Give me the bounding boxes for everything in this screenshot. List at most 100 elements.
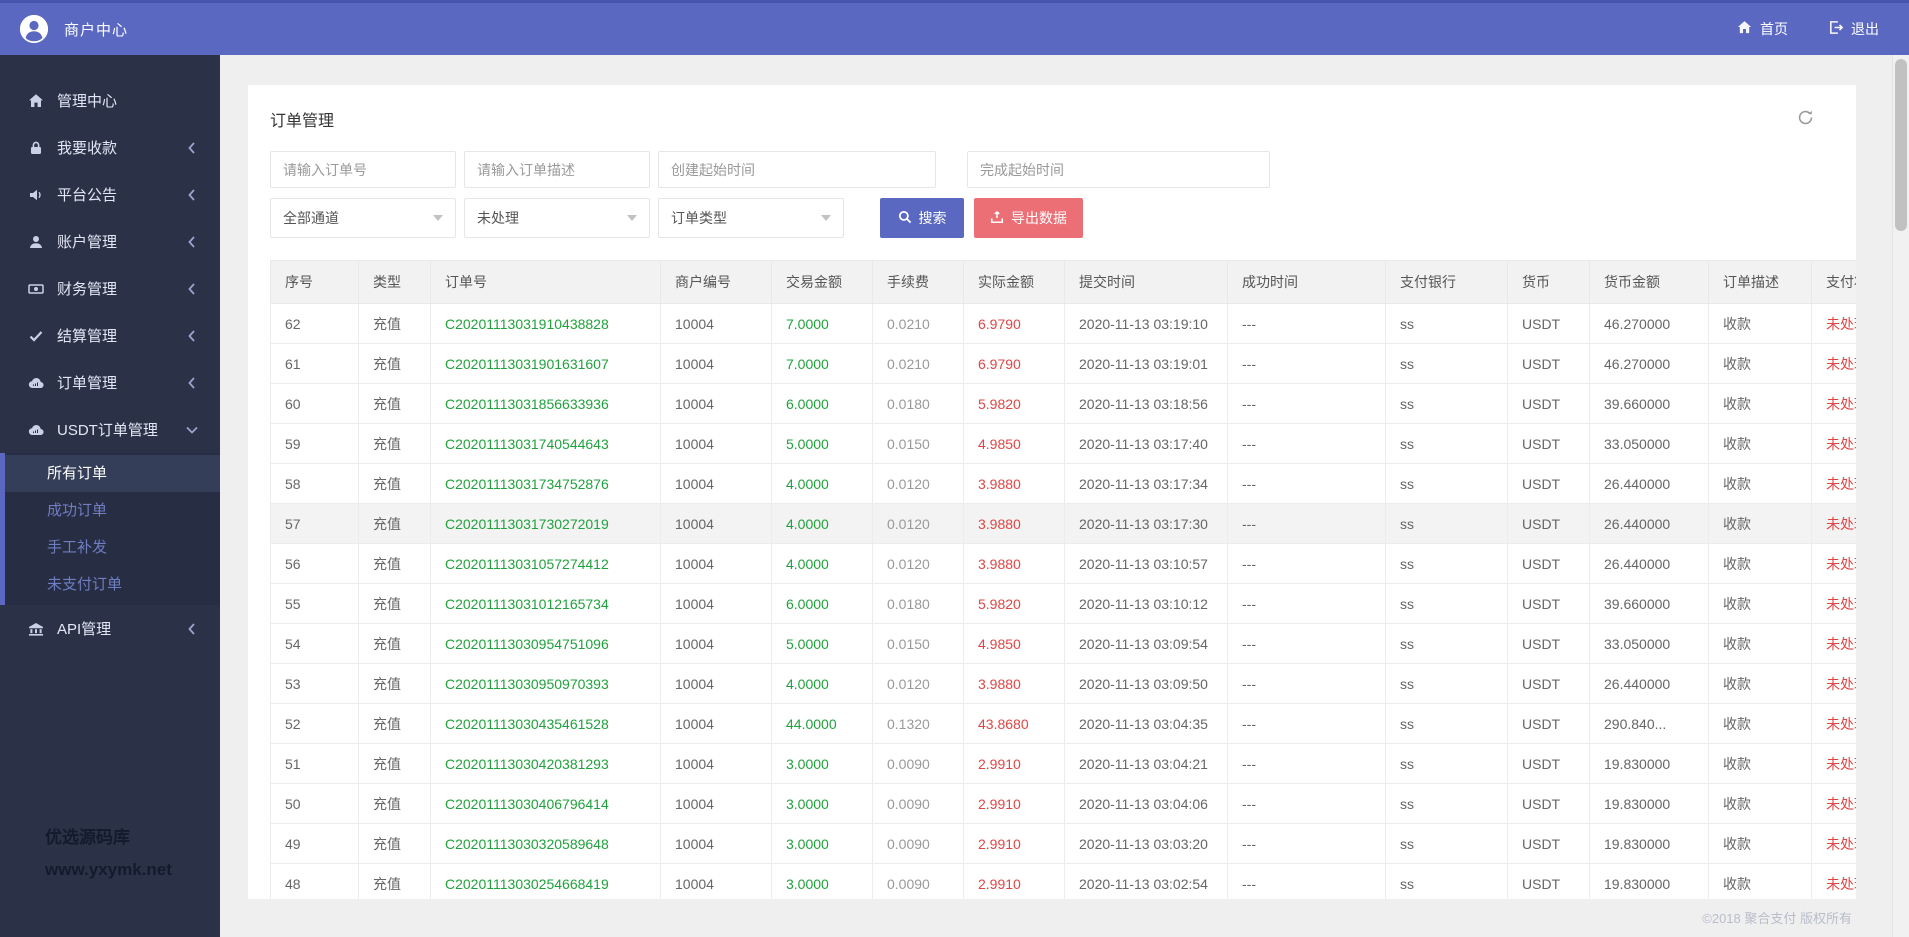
cell-currency-amount: 46.270000 bbox=[1589, 303, 1709, 344]
orders-table: 序号 类型 订单号 商户编号 交易金额 手续费 实际金额 提交时间 成功时间 支付银行 货币 货币金额… bbox=[270, 260, 1856, 899]
sidebar-item-order-mgmt[interactable]: 订单管理 bbox=[0, 359, 220, 406]
cell-order-no[interactable]: C20201113031856633936 bbox=[430, 383, 661, 424]
cell-success-time: --- bbox=[1227, 543, 1386, 584]
cell-fee: 0.0180 bbox=[872, 583, 964, 624]
cell-index: 55 bbox=[270, 583, 359, 624]
cell-order-no[interactable]: C20201113031910438828 bbox=[430, 303, 661, 344]
cell-currency: USDT bbox=[1507, 583, 1590, 624]
cell-currency: USDT bbox=[1507, 783, 1590, 824]
table-row[interactable]: 60 充值 C20201113031856633936 10004 6.0000 0.01… bbox=[270, 383, 1856, 424]
cell-merchant-no: 10004 bbox=[660, 463, 772, 504]
cell-order-no[interactable]: C20201113031730272019 bbox=[430, 503, 661, 544]
cell-order-desc: 收款 bbox=[1708, 703, 1812, 744]
cell-order-no[interactable]: C20201113030406796414 bbox=[430, 783, 661, 824]
sidebar-item-account-mgmt[interactable]: 账户管理 bbox=[0, 218, 220, 265]
cell-index: 62 bbox=[270, 303, 359, 344]
table-row[interactable]: 61 充值 C20201113031901631607 10004 7.0000 0.02… bbox=[270, 343, 1856, 384]
finish-start-time-input[interactable] bbox=[967, 151, 1270, 188]
table-row[interactable]: 62 充值 C20201113031910438828 10004 7.0000 0.02… bbox=[270, 303, 1856, 344]
cell-fee: 0.0150 bbox=[872, 423, 964, 464]
cell-pay-bank: ss bbox=[1385, 383, 1508, 424]
table-row[interactable]: 55 充值 C20201113031012165734 10004 6.0000 0.01… bbox=[270, 583, 1856, 624]
cell-merchant-no: 10004 bbox=[660, 383, 772, 424]
sidebar-subitem-all-orders[interactable]: 所有订单 bbox=[0, 455, 220, 492]
order-type-select-value: 订单类型 bbox=[671, 210, 727, 226]
cell-order-no[interactable]: C20201113030320589648 bbox=[430, 823, 661, 864]
order-no-input[interactable] bbox=[270, 151, 456, 188]
channel-select[interactable]: 全部通道 bbox=[270, 198, 456, 238]
cell-order-no[interactable]: C20201113031740544643 bbox=[430, 423, 661, 464]
sidebar-item-settlement-mgmt[interactable]: 结算管理 bbox=[0, 312, 220, 359]
logout-link[interactable]: 退出 bbox=[1828, 19, 1879, 39]
watermark-line2: www.yxymk.net bbox=[45, 859, 172, 879]
cell-order-no[interactable]: C20201113031012165734 bbox=[430, 583, 661, 624]
watermark-line1: 优选源码库 bbox=[45, 828, 130, 848]
page-scrollbar[interactable] bbox=[1892, 55, 1909, 937]
column-header-success-time: 成功时间 bbox=[1227, 260, 1386, 304]
orders-table-wrap: 序号 类型 订单号 商户编号 交易金额 手续费 实际金额 提交时间 成功时间 支付银行 货币 货币金额… bbox=[270, 260, 1856, 899]
cell-order-no[interactable]: C20201113030254668419 bbox=[430, 863, 661, 899]
cell-success-time: --- bbox=[1227, 463, 1386, 504]
chevron-down-icon bbox=[627, 215, 637, 221]
sidebar-item-receive-payment[interactable]: 我要收款 bbox=[0, 124, 220, 171]
cell-order-no[interactable]: C20201113030954751096 bbox=[430, 623, 661, 664]
cell-order-no[interactable]: C20201113031057274412 bbox=[430, 543, 661, 584]
cell-currency: USDT bbox=[1507, 463, 1590, 504]
table-row[interactable]: 49 充值 C20201113030320589648 10004 3.0000 0.00… bbox=[270, 823, 1856, 864]
bank-icon bbox=[28, 621, 44, 637]
cell-order-no[interactable]: C20201113030420381293 bbox=[430, 743, 661, 784]
table-row[interactable]: 50 充值 C20201113030406796414 10004 3.0000 0.00… bbox=[270, 783, 1856, 824]
table-row[interactable]: 48 充值 C20201113030254668419 10004 3.0000 0.00… bbox=[270, 863, 1856, 899]
sidebar-item-label: USDT订单管理 bbox=[57, 422, 158, 439]
sidebar-item-platform-notice[interactable]: 平台公告 bbox=[0, 171, 220, 218]
cell-currency: USDT bbox=[1507, 303, 1590, 344]
scrollbar-thumb[interactable] bbox=[1895, 59, 1907, 231]
sidebar-subitem-unpaid-orders[interactable]: 未支付订单 bbox=[47, 576, 123, 593]
search-button-label: 搜索 bbox=[918, 210, 947, 226]
table-row[interactable]: 59 充值 C20201113031740544643 10004 5.0000 0.01… bbox=[270, 423, 1856, 464]
cell-merchant-no: 10004 bbox=[660, 703, 772, 744]
cell-trade-amount: 3.0000 bbox=[771, 743, 873, 784]
table-row[interactable]: 57 充值 C20201113031730272019 10004 4.0000 0.01… bbox=[270, 503, 1856, 544]
sidebar-subitem-manual-reissue[interactable]: 手工补发 bbox=[47, 539, 108, 556]
cell-pay-status: 未处理 bbox=[1811, 743, 1856, 784]
cell-success-time: --- bbox=[1227, 623, 1386, 664]
table-row[interactable]: 58 充值 C20201113031734752876 10004 4.0000 0.01… bbox=[270, 463, 1856, 504]
sidebar-item-finance-mgmt[interactable]: 财务管理 bbox=[0, 265, 220, 312]
table-row[interactable]: 51 充值 C20201113030420381293 10004 3.0000 0.00… bbox=[270, 743, 1856, 784]
sidebar: 管理中心 我要收款 平台公告 账户管理 财务管理 结算管理 订单管理 USDT订单管理所有订单… bbox=[0, 55, 220, 937]
column-header-currency-amount: 货币金额 bbox=[1589, 260, 1709, 304]
order-type-select[interactable]: 订单类型 bbox=[658, 198, 844, 238]
cell-order-no[interactable]: C20201113030950970393 bbox=[430, 663, 661, 704]
table-row[interactable]: 56 充值 C20201113031057274412 10004 4.0000 0.01… bbox=[270, 543, 1856, 584]
cell-currency-amount: 26.440000 bbox=[1589, 463, 1709, 504]
cell-trade-amount: 5.0000 bbox=[771, 423, 873, 464]
cell-currency: USDT bbox=[1507, 743, 1590, 784]
refresh-icon[interactable] bbox=[1797, 109, 1814, 131]
order-desc-input[interactable] bbox=[464, 151, 650, 188]
cell-order-no[interactable]: C20201113030435461528 bbox=[430, 703, 661, 744]
table-row[interactable]: 54 充值 C20201113030954751096 10004 5.0000 0.01… bbox=[270, 623, 1856, 664]
cell-currency: USDT bbox=[1507, 623, 1590, 664]
cell-fee: 0.0210 bbox=[872, 303, 964, 344]
home-link[interactable]: 首页 bbox=[1737, 19, 1788, 39]
table-row[interactable]: 52 充值 C20201113030435461528 10004 44.0000 0.1… bbox=[270, 703, 1856, 744]
status-select[interactable]: 未处理 bbox=[464, 198, 650, 238]
create-start-time-input[interactable] bbox=[658, 151, 936, 188]
cell-fee: 0.0120 bbox=[872, 503, 964, 544]
cell-order-no[interactable]: C20201113031734752876 bbox=[430, 463, 661, 504]
sidebar-subitem-success-orders[interactable]: 成功订单 bbox=[47, 502, 108, 519]
cell-trade-amount: 7.0000 bbox=[771, 343, 873, 384]
search-button[interactable]: 搜索 bbox=[880, 198, 964, 238]
sidebar-item-usdt-order-mgmt[interactable]: USDT订单管理 bbox=[0, 406, 220, 453]
table-row[interactable]: 53 充值 C20201113030950970393 10004 4.0000 0.01… bbox=[270, 663, 1856, 704]
column-header-fee: 手续费 bbox=[872, 260, 964, 304]
cell-order-no[interactable]: C20201113031901631607 bbox=[430, 343, 661, 384]
sidebar-item-api-mgmt[interactable]: API管理 bbox=[0, 605, 220, 652]
cell-type: 充值 bbox=[358, 423, 431, 464]
export-data-button[interactable]: 导出数据 bbox=[974, 198, 1083, 238]
sidebar-item-management-center[interactable]: 管理中心 bbox=[0, 77, 220, 124]
cell-pay-bank: ss bbox=[1385, 463, 1508, 504]
sidebar-watermark: 优选源码库 www.yxymk.net bbox=[45, 822, 172, 885]
cell-currency: USDT bbox=[1507, 863, 1590, 899]
